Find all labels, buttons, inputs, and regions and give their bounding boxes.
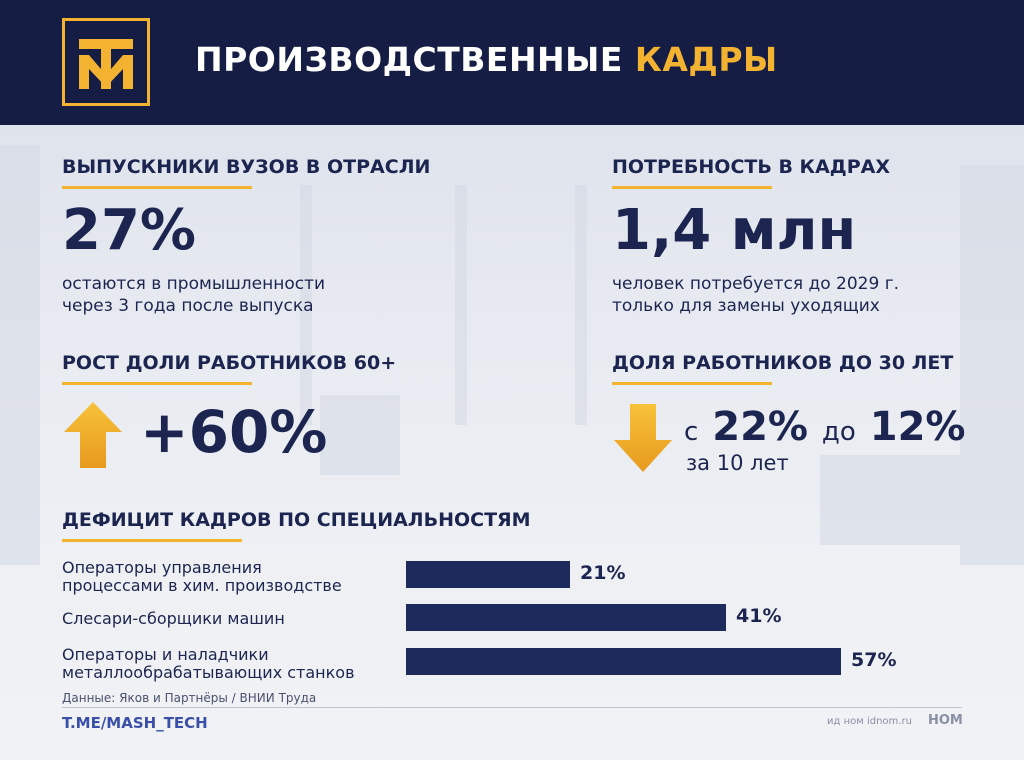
deficit-underline bbox=[62, 539, 242, 542]
growth60-heading: РОСТ ДОЛИ РАБОТНИКОВ 60+ bbox=[62, 352, 397, 374]
under30-heading: ДОЛЯ РАБОТНИКОВ ДО 30 ЛЕТ bbox=[612, 352, 954, 374]
growth60-underline bbox=[62, 382, 252, 385]
deficit-heading: ДЕФИЦИТ КАДРОВ ПО СПЕЦИАЛЬНОСТЯМ bbox=[62, 509, 531, 531]
arrow-down-icon bbox=[614, 404, 672, 472]
under30-period: за 10 лет bbox=[686, 451, 789, 475]
title-accent: КАДРЫ bbox=[634, 40, 778, 79]
source-note: Данные: Яков и Партнёры / ВНИИ Труда bbox=[62, 691, 317, 705]
deficit-label-1: Операторы управления процессами в хим. пр… bbox=[62, 558, 342, 595]
deficit-value-1: 21% bbox=[580, 562, 626, 584]
graduates-underline bbox=[62, 186, 252, 189]
under30-underline bbox=[612, 382, 772, 385]
deficit-bar-1 bbox=[406, 561, 570, 588]
growth60-value: +60% bbox=[140, 398, 328, 466]
graduates-value: 27% bbox=[62, 198, 197, 263]
deficit-value-3: 57% bbox=[851, 649, 897, 671]
page-title: ПРОИЗВОДСТВЕННЫЕ КАДРЫ bbox=[195, 40, 778, 79]
under30-from-word: с bbox=[684, 417, 699, 447]
footer-divider bbox=[62, 707, 962, 708]
under30-from-value: 22% bbox=[712, 404, 808, 450]
tm-logo-icon bbox=[62, 18, 150, 106]
deficit-value-2: 41% bbox=[736, 605, 782, 627]
deficit-label-3: Операторы и наладчики металлообрабатывающ… bbox=[62, 645, 355, 682]
under30-to-value: 12% bbox=[869, 404, 966, 450]
graduates-desc-2: через 3 года после выпуска bbox=[62, 296, 314, 316]
under30-to-word: до bbox=[821, 417, 856, 447]
demand-underline bbox=[612, 186, 772, 189]
demand-desc-2: только для замены уходящих bbox=[612, 296, 880, 316]
demand-heading: ПОТРЕБНОСТЬ В КАДРАХ bbox=[612, 156, 890, 178]
header-banner: ПРОИЗВОДСТВЕННЫЕ КАДРЫ bbox=[0, 0, 1024, 125]
telegram-link[interactable]: T.ME/MASH_TECH bbox=[62, 714, 208, 732]
title-main: ПРОИЗВОДСТВЕННЫЕ bbox=[195, 40, 623, 79]
deficit-bar-2 bbox=[406, 604, 726, 631]
deficit-bar-3 bbox=[406, 648, 841, 675]
arrow-up-icon bbox=[64, 402, 122, 468]
demand-value: 1,4 млн bbox=[612, 198, 857, 263]
credit-logo: НОМ bbox=[928, 713, 963, 728]
under30-change: с 22% до 12% bbox=[684, 404, 966, 450]
demand-desc-1: человек потребуется до 2029 г. bbox=[612, 274, 900, 294]
graduates-desc-1: остаются в промышленности bbox=[62, 274, 326, 294]
credit-text: ид ном idnom.ru bbox=[827, 716, 912, 727]
graduates-heading: ВЫПУСКНИКИ ВУЗОВ В ОТРАСЛИ bbox=[62, 156, 431, 178]
deficit-label-2: Слесари-сборщики машин bbox=[62, 609, 285, 628]
